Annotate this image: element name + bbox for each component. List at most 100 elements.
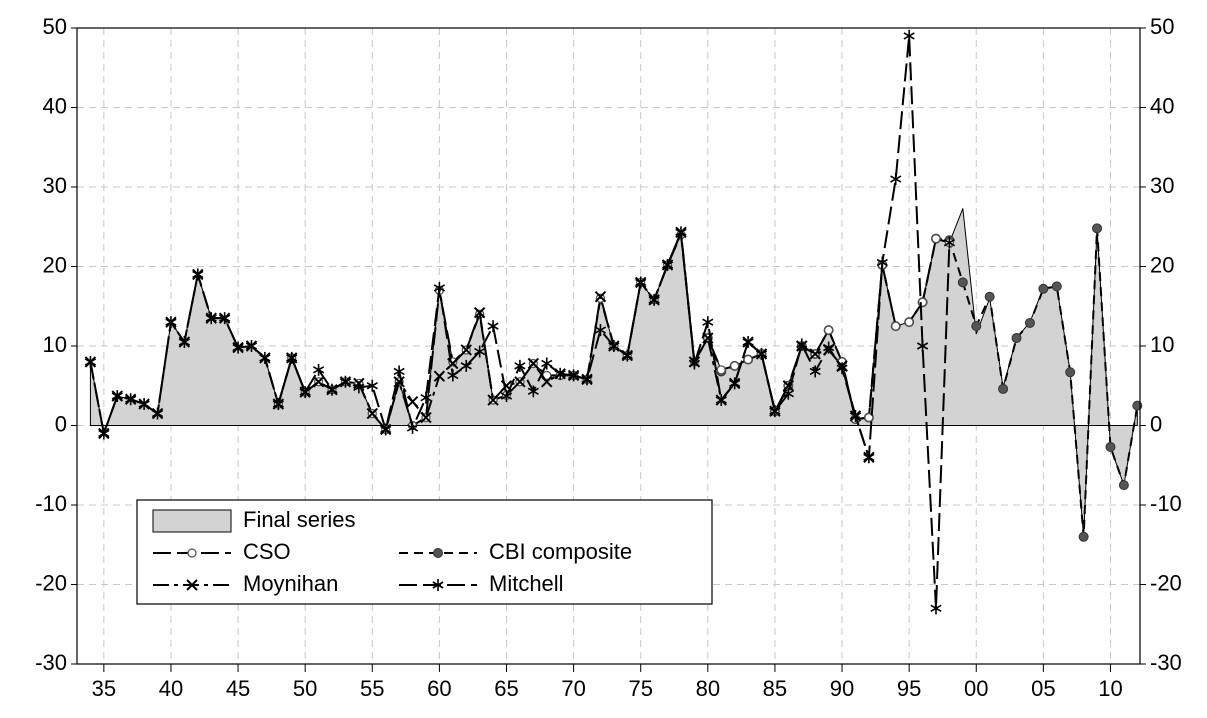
marker xyxy=(138,398,150,410)
y-tick-label: 0 xyxy=(55,411,67,436)
marker-stroke xyxy=(702,332,714,344)
marker xyxy=(299,386,311,398)
marker xyxy=(366,407,378,420)
plot-frame xyxy=(76,27,1141,665)
marker-stroke xyxy=(406,395,419,408)
marker-stroke xyxy=(473,306,486,319)
marker-stroke xyxy=(138,398,150,410)
marker xyxy=(432,579,444,591)
marker-stroke xyxy=(809,367,821,376)
marker xyxy=(796,340,808,352)
marker-stroke xyxy=(366,407,378,420)
marker-stroke xyxy=(903,32,915,40)
marker xyxy=(312,363,325,376)
marker-stroke xyxy=(232,341,244,354)
marker-stroke xyxy=(218,312,231,324)
marker xyxy=(192,268,204,281)
marker-stroke xyxy=(809,348,821,360)
y2-tick-label: 10 xyxy=(1150,332,1174,357)
marker-stroke xyxy=(192,268,204,281)
marker xyxy=(755,348,768,360)
x-tick-label: 80 xyxy=(696,676,720,701)
marker xyxy=(286,352,298,364)
marker xyxy=(541,376,553,388)
marker-dot xyxy=(1092,223,1103,234)
marker-dot xyxy=(1105,441,1116,452)
y2-tick-label: -20 xyxy=(1150,570,1182,595)
marker-stroke xyxy=(84,356,97,368)
marker-dot xyxy=(957,277,968,288)
x-tick-label: 75 xyxy=(628,676,652,701)
legend-label: CSO xyxy=(243,539,291,564)
marker-stroke xyxy=(151,407,164,420)
marker-stroke xyxy=(527,357,540,370)
marker-stroke xyxy=(822,344,835,356)
legend-item: Final series xyxy=(152,507,355,533)
marker xyxy=(809,348,821,360)
marker xyxy=(998,383,1009,394)
marker xyxy=(218,312,231,324)
x-tick-label: 70 xyxy=(561,676,585,701)
marker-circle xyxy=(743,354,753,365)
marker-stroke xyxy=(433,370,446,382)
x-tick-label: 90 xyxy=(830,676,854,701)
series-line xyxy=(89,231,870,458)
marker xyxy=(728,377,741,390)
marker-circle xyxy=(864,412,874,423)
legend-label: Final series xyxy=(243,507,355,532)
marker xyxy=(178,336,191,348)
marker xyxy=(186,579,198,591)
marker-stroke xyxy=(849,410,862,422)
marker xyxy=(984,291,995,302)
marker xyxy=(930,602,942,615)
legend-label: CBI composite xyxy=(489,539,632,564)
marker xyxy=(232,341,244,354)
y2-tick-label: 20 xyxy=(1150,252,1174,277)
marker xyxy=(487,320,499,333)
marker xyxy=(460,344,472,356)
marker-stroke xyxy=(500,380,513,392)
marker xyxy=(460,359,472,372)
marker-circle xyxy=(187,548,197,558)
marker-stroke xyxy=(312,376,325,388)
marker xyxy=(420,411,432,424)
marker-dot xyxy=(998,383,1009,394)
marker-stroke xyxy=(245,340,258,352)
y2-tick-label: -10 xyxy=(1150,491,1182,516)
marker xyxy=(890,173,902,186)
marker xyxy=(312,376,325,388)
marker-dot xyxy=(1118,480,1129,491)
marker xyxy=(916,340,929,352)
x-tick-label: 55 xyxy=(360,676,384,701)
legend-item: CBI composite xyxy=(399,539,632,564)
marker xyxy=(567,369,580,382)
marker xyxy=(688,356,701,368)
marker-stroke xyxy=(514,362,526,370)
y-tick-label: -20 xyxy=(35,570,67,595)
marker-stroke xyxy=(635,276,647,289)
marker xyxy=(541,357,553,370)
marker xyxy=(931,234,941,244)
legend-item: Mitchell xyxy=(399,571,564,596)
marker xyxy=(675,226,687,239)
marker-stroke xyxy=(447,371,459,380)
marker xyxy=(1118,480,1129,491)
marker xyxy=(124,393,137,405)
marker xyxy=(406,421,419,434)
marker xyxy=(1065,367,1076,378)
marker xyxy=(635,276,647,289)
y-tick-label: 50 xyxy=(43,14,67,39)
marker xyxy=(187,548,197,558)
marker-stroke xyxy=(581,373,593,386)
x-tick-label: 05 xyxy=(1031,676,1055,701)
marker xyxy=(406,395,419,408)
marker xyxy=(245,340,258,352)
marker-stroke xyxy=(863,451,875,464)
marker-stroke xyxy=(916,342,929,350)
x-tick-label: 45 xyxy=(226,676,250,701)
marker xyxy=(822,344,835,356)
marker xyxy=(594,324,607,337)
marker xyxy=(514,376,526,388)
marker xyxy=(151,407,164,420)
